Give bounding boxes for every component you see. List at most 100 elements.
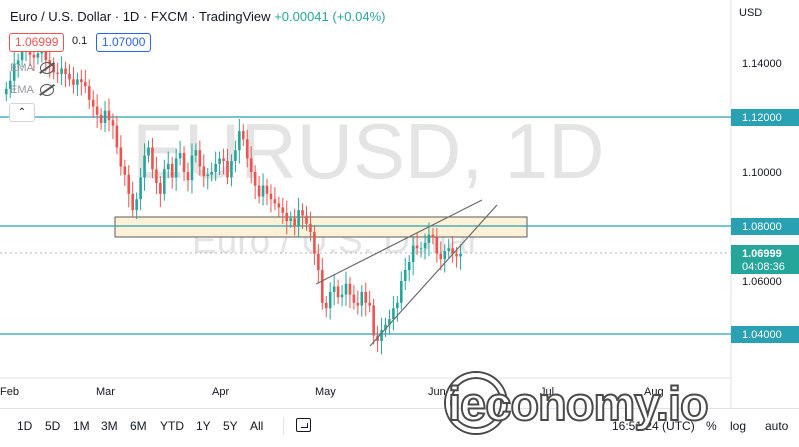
- auto-scale-toggle[interactable]: auto: [765, 419, 789, 433]
- candle-body: [143, 155, 146, 178]
- candle-body: [226, 161, 229, 178]
- brand-logo-circle: [446, 373, 506, 433]
- candle-body: [411, 245, 415, 262]
- candle-body: [419, 248, 423, 250]
- candles: [5, 35, 462, 355]
- range-5y[interactable]: 5Y: [223, 419, 238, 433]
- candle-body: [87, 86, 91, 100]
- range-ytd[interactable]: YTD: [160, 419, 184, 433]
- candle-body: [400, 281, 403, 303]
- candle-body: [60, 68, 63, 74]
- candle-body: [182, 152, 186, 172]
- candle-body: [443, 251, 447, 260]
- symbol-watermark: EURUSD, 1D: [132, 107, 604, 195]
- candle-body: [328, 291, 332, 309]
- candle-body: [115, 125, 119, 148]
- sell-price-button[interactable]: 1.06999: [9, 33, 65, 52]
- range-1m[interactable]: 1M: [73, 419, 90, 433]
- candle-body: [305, 215, 308, 224]
- candle-body: [415, 245, 419, 249]
- candle-body: [431, 234, 435, 238]
- clock-time[interactable]: 16:51:24 (UTC): [612, 419, 695, 433]
- candle-body: [20, 52, 24, 61]
- candle-body: [95, 106, 99, 115]
- hide-eye-icon[interactable]: [40, 62, 54, 74]
- candle-body: [198, 150, 202, 167]
- candle-body: [99, 114, 103, 123]
- last-price-badge: [731, 245, 799, 274]
- collapse-legend-button[interactable]: ⌃: [9, 103, 35, 122]
- candle-body: [72, 79, 75, 85]
- candle-body: [12, 64, 16, 81]
- candle-body: [234, 150, 237, 162]
- candle-body: [139, 177, 142, 200]
- resistance-zone[interactable]: [114, 216, 528, 238]
- candle-body: [380, 330, 383, 341]
- range-1y[interactable]: 1Y: [196, 419, 211, 433]
- candle-body: [368, 302, 371, 306]
- range-5d[interactable]: 5D: [45, 419, 61, 433]
- currency-label: USD: [739, 7, 762, 19]
- candle-body: [388, 319, 391, 325]
- indicator-ema-2[interactable]: EMA: [10, 84, 34, 96]
- candle-body: [151, 147, 154, 170]
- month-label: Aug: [644, 386, 664, 398]
- candle-body: [285, 212, 289, 222]
- candle-body: [396, 302, 399, 309]
- month-label: Feb: [0, 386, 19, 398]
- candle-body: [135, 199, 138, 211]
- symbol-title[interactable]: Euro / U.S. Dollar · 1D · FXCM · Trading…: [10, 9, 271, 24]
- candle-body: [348, 283, 352, 295]
- candle-body: [186, 172, 190, 181]
- candle-body: [222, 158, 225, 162]
- candle-body: [340, 294, 344, 298]
- divider: [283, 417, 284, 435]
- range-3m[interactable]: 3M: [101, 419, 118, 433]
- candle-body: [253, 172, 257, 186]
- candle-body: [356, 302, 360, 306]
- price-change: +0.00041 (+0.04%): [274, 9, 386, 24]
- spread-value: 0.1: [72, 35, 88, 47]
- candle-body: [317, 253, 320, 271]
- hide-eye-icon[interactable]: [40, 84, 54, 96]
- calendar-goto-icon[interactable]: [296, 418, 311, 432]
- candle-body: [8, 80, 12, 89]
- candle-body: [32, 54, 36, 58]
- tick-label: 1.14000: [742, 58, 782, 70]
- candle-body: [68, 73, 71, 80]
- candle-body: [249, 158, 253, 172]
- last-price-value: 1.06999: [742, 248, 782, 260]
- range-all[interactable]: All: [250, 419, 264, 433]
- upper-trendline[interactable]: [315, 199, 483, 285]
- candle-body: [16, 60, 20, 65]
- log-scale-toggle[interactable]: log: [730, 419, 747, 433]
- lower-trendline[interactable]: [369, 204, 498, 347]
- candle-body: [103, 110, 107, 123]
- candle-body: [190, 155, 194, 181]
- candle-body: [159, 182, 162, 194]
- candle-body: [313, 231, 316, 254]
- percent-scale-toggle[interactable]: %: [706, 419, 717, 433]
- candle-body: [131, 193, 134, 211]
- range-1d[interactable]: 1D: [17, 419, 33, 433]
- candle-body: [451, 248, 454, 254]
- bar-countdown: 04:08:36: [742, 261, 785, 273]
- buy-price-button[interactable]: 1.07000: [96, 33, 152, 52]
- level-badge-label: 1.12000: [742, 112, 782, 124]
- level-badge: [731, 326, 799, 343]
- candle-body: [202, 166, 206, 177]
- candle-body: [123, 166, 127, 175]
- candle-body: [210, 172, 213, 175]
- candle-body: [392, 308, 395, 320]
- candle-body: [423, 242, 427, 249]
- candle-body: [297, 210, 300, 227]
- candle-body: [5, 88, 8, 95]
- range-6m[interactable]: 6M: [130, 419, 147, 433]
- tick-label: 1.10000: [742, 167, 782, 179]
- candle-body: [178, 152, 182, 159]
- symbol-legend[interactable]: Euro / U.S. Dollar · 1D · FXCM · Trading…: [10, 9, 386, 24]
- tick-label: 1.06000: [742, 276, 782, 288]
- indicator-ema-1[interactable]: EMA: [10, 62, 34, 74]
